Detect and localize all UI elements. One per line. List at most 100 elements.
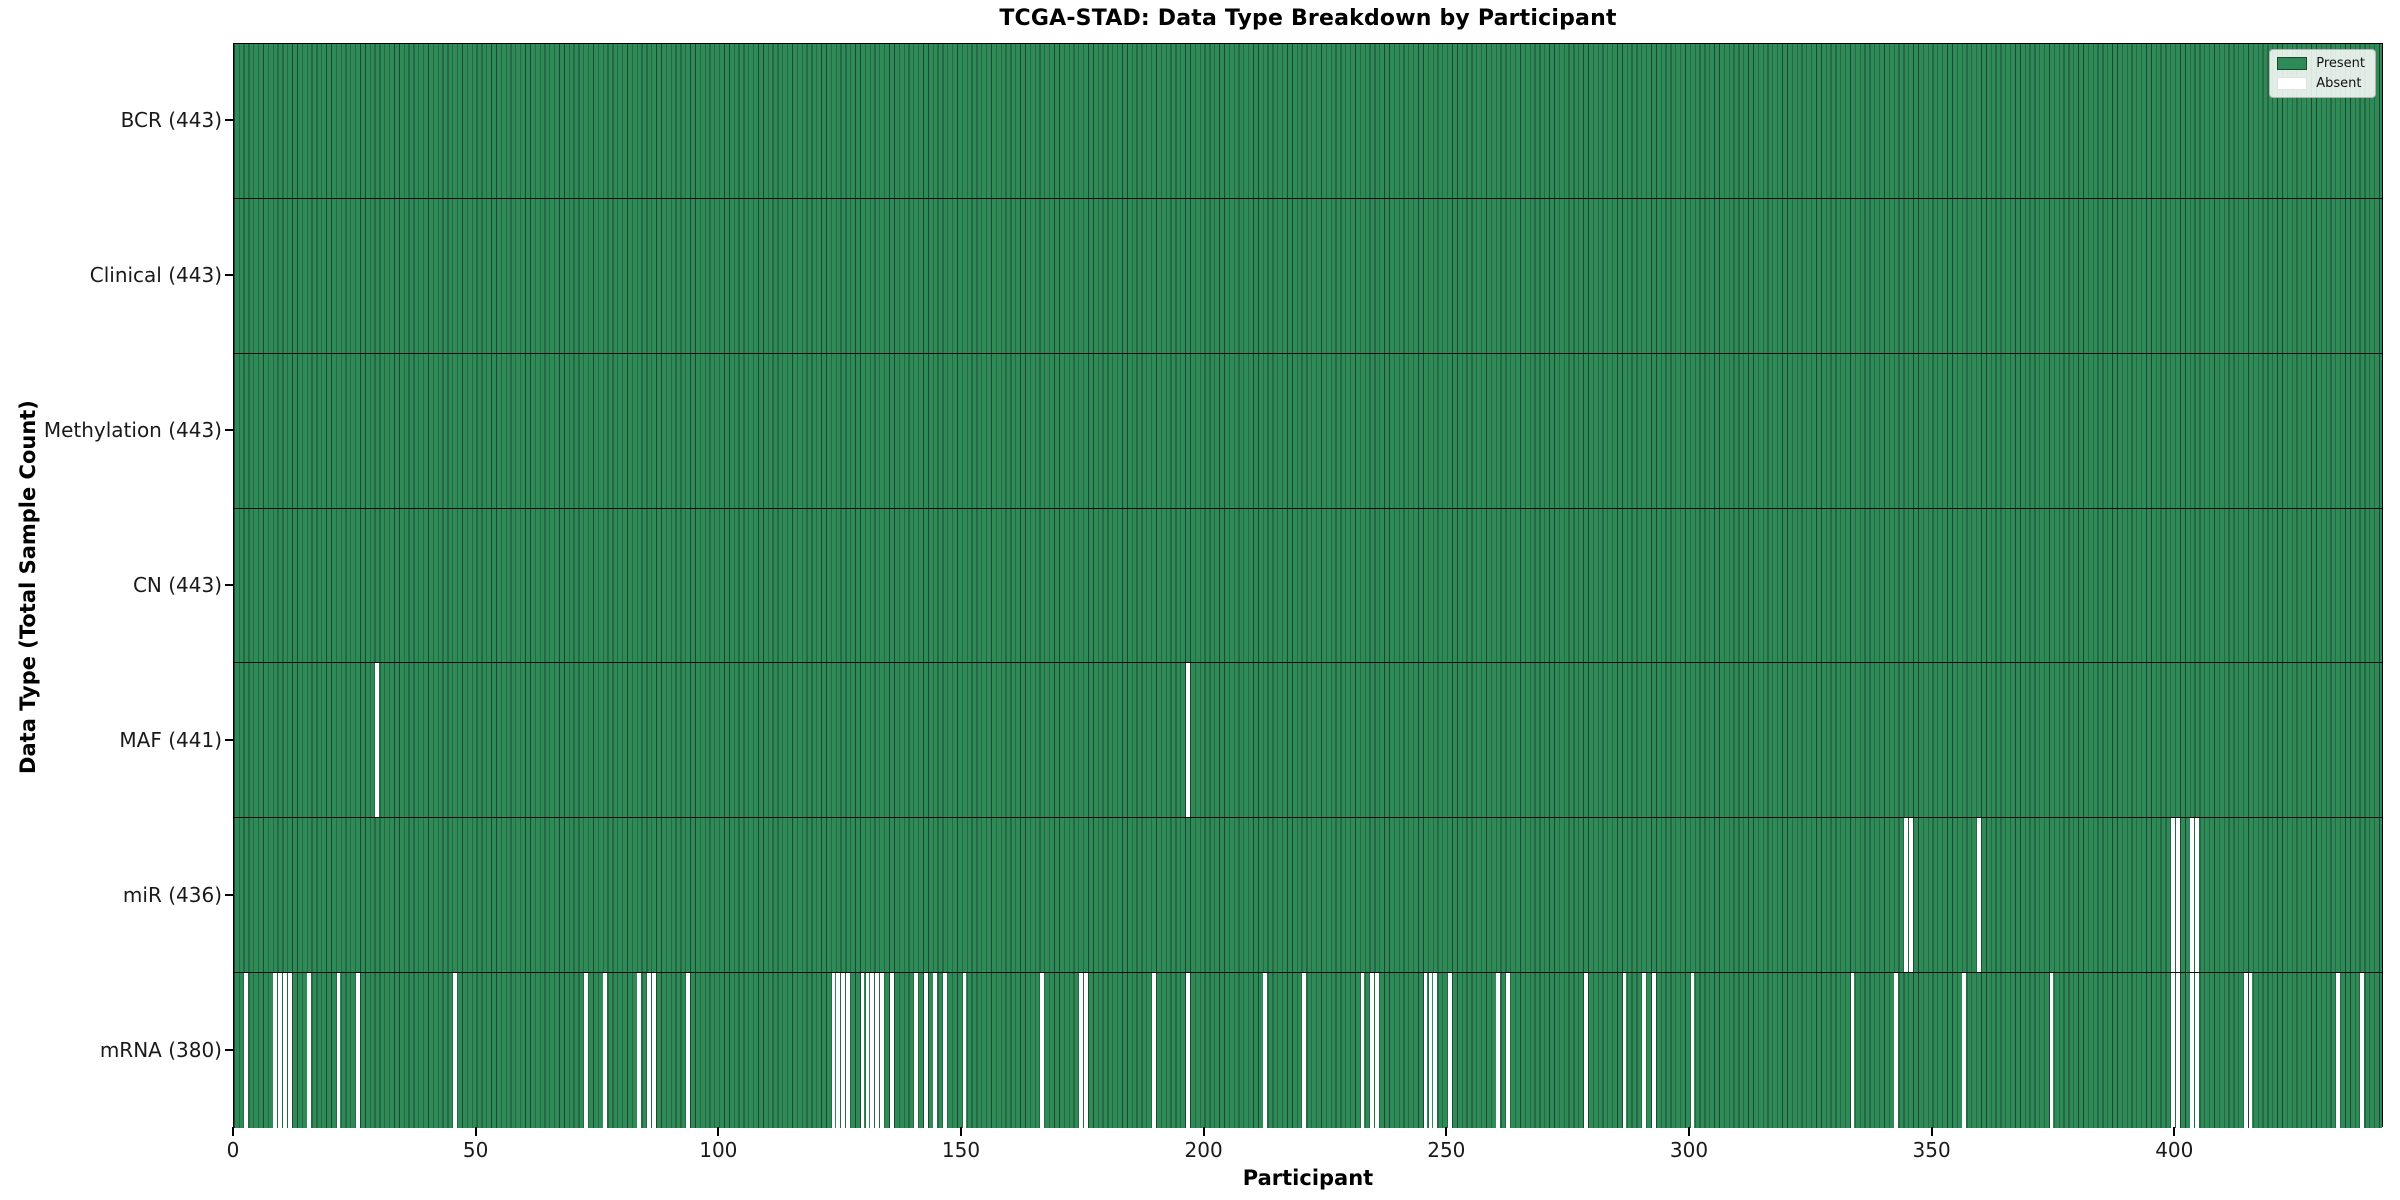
- absent-cell: [880, 973, 884, 1128]
- heatmap-row-mir: [234, 818, 2382, 974]
- absent-cell: [2360, 973, 2365, 1128]
- y-tick-label-mir: miR (436): [122, 882, 222, 907]
- absent-cell: [914, 973, 918, 1128]
- y-tick-label-mrna: mRNA (380): [99, 1037, 222, 1062]
- absent-cell: [1690, 973, 1695, 1128]
- absent-cell: [1185, 973, 1190, 1128]
- absent-cell: [865, 973, 870, 1128]
- y-tick-mark: [225, 893, 233, 896]
- absent-cell: [889, 973, 894, 1128]
- absent-cell: [1447, 973, 1452, 1128]
- absent-cell: [1360, 973, 1365, 1128]
- absent-cell: [355, 973, 360, 1128]
- absent-cell: [1083, 973, 1088, 1128]
- legend-item-absent: Absent: [2277, 76, 2365, 91]
- legend-absent-swatch: [2277, 77, 2308, 90]
- absent-cell: [846, 973, 850, 1128]
- absent-cell: [283, 973, 287, 1128]
- absent-cell: [841, 973, 845, 1128]
- absent-cell: [1040, 973, 1044, 1128]
- x-tick-mark: [1202, 1127, 1205, 1136]
- y-tick-mark: [225, 1048, 233, 1051]
- absent-cell: [1976, 818, 1981, 973]
- x-tick-mark: [1930, 1127, 1933, 1136]
- absent-cell: [1496, 973, 1501, 1128]
- absent-cell: [1428, 973, 1433, 1128]
- heatmap-row-clinical: [234, 198, 2382, 354]
- absent-cell: [1302, 973, 1307, 1128]
- legend-item-present: Present: [2277, 56, 2365, 71]
- heatmap-row-bcr: [234, 44, 2382, 199]
- x-tick-mark: [474, 1127, 477, 1136]
- y-tick-mark: [225, 119, 233, 122]
- plot-area: Present Absent: [233, 43, 2383, 1128]
- x-tick-label-350: 350: [1912, 1138, 1951, 1162]
- x-tick-mark: [1445, 1127, 1448, 1136]
- heatmap-row-mrna: [234, 973, 2382, 1128]
- legend-present-swatch: [2277, 57, 2308, 70]
- absent-cell: [2171, 818, 2175, 973]
- legend-absent-label: Absent: [2316, 76, 2362, 91]
- absent-cell: [651, 973, 656, 1128]
- absent-cell: [923, 973, 928, 1128]
- x-axis-title: Participant: [1242, 1166, 1374, 1190]
- x-tick-label-250: 250: [1427, 1138, 1466, 1162]
- x-tick-label-400: 400: [2155, 1138, 2194, 1162]
- absent-cell: [1622, 973, 1627, 1128]
- absent-cell: [1506, 973, 1510, 1128]
- absent-cell: [2195, 973, 2200, 1128]
- absent-cell: [647, 973, 651, 1128]
- absent-cell: [875, 973, 879, 1128]
- x-tick-label-0: 0: [226, 1138, 240, 1162]
- legend: Present Absent: [2269, 49, 2376, 98]
- absent-cell: [2175, 973, 2180, 1128]
- absent-cell: [933, 973, 938, 1128]
- absent-cell: [1908, 818, 1913, 973]
- absent-cell: [1151, 973, 1156, 1128]
- absent-cell: [1375, 973, 1379, 1128]
- y-tick-label-bcr: BCR (443): [120, 108, 222, 133]
- x-tick-label-150: 150: [941, 1138, 981, 1162]
- heatmap-row-cn: [234, 508, 2382, 664]
- heatmap-row-methylation: [234, 353, 2382, 509]
- absent-cell: [1370, 973, 1375, 1128]
- x-tick-mark: [717, 1127, 720, 1136]
- y-tick-label-maf: MAF (441): [119, 727, 222, 752]
- absent-cell: [637, 973, 642, 1128]
- x-tick-mark: [959, 1127, 962, 1136]
- absent-cell: [2243, 973, 2248, 1128]
- absent-cell: [2049, 973, 2054, 1128]
- y-tick-mark: [225, 738, 233, 741]
- absent-cell: [962, 973, 967, 1128]
- absent-cell: [307, 973, 312, 1128]
- absent-cell: [1642, 973, 1646, 1128]
- absent-cell: [1894, 973, 1899, 1128]
- absent-cell: [2175, 818, 2180, 973]
- x-tick-label-200: 200: [1184, 1138, 1223, 1162]
- x-tick-mark: [232, 1127, 234, 1136]
- absent-cell: [1423, 973, 1428, 1128]
- absent-cell: [1651, 973, 1656, 1128]
- absent-cell: [943, 973, 947, 1128]
- absent-cell: [1583, 973, 1588, 1128]
- absent-cell: [336, 973, 341, 1128]
- y-tick-label-cn: CN (443): [132, 573, 222, 597]
- absent-cell: [244, 973, 249, 1128]
- absent-cell: [2195, 818, 2200, 973]
- chart-title: TCGA-STAD: Data Type Breakdown by Partic…: [999, 6, 1617, 31]
- x-tick-mark: [1687, 1127, 1690, 1136]
- y-tick-label-clinical: Clinical (443): [89, 263, 222, 288]
- absent-cell: [1962, 973, 1967, 1128]
- absent-cell: [2171, 973, 2175, 1128]
- y-tick-mark: [225, 274, 233, 277]
- absent-cell: [1433, 973, 1438, 1128]
- absent-cell: [1263, 973, 1268, 1128]
- x-tick-label-100: 100: [699, 1138, 738, 1162]
- absent-cell: [1850, 973, 1855, 1128]
- heatmap-row-maf: [234, 663, 2382, 819]
- y-tick-mark: [225, 429, 233, 432]
- absent-cell: [603, 973, 608, 1128]
- x-tick-mark: [2173, 1127, 2176, 1136]
- absent-cell: [870, 973, 875, 1128]
